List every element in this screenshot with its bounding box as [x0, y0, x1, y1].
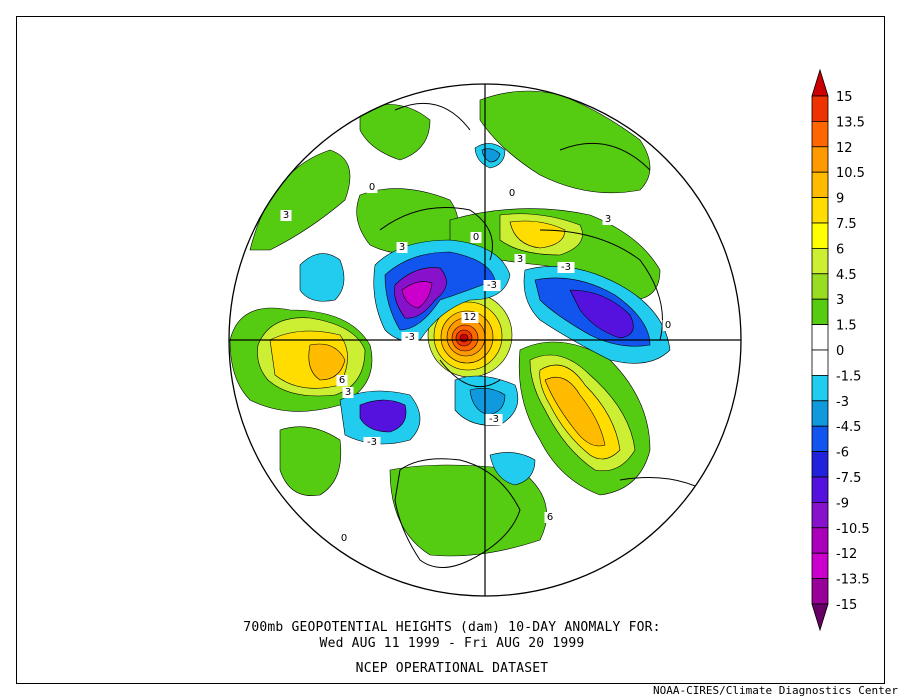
contour-label-bg [470, 232, 482, 243]
colorbar-tick-label: 7.5 [836, 217, 857, 232]
colorbar-swatch [811, 146, 829, 173]
colorbar-tick-label: 12 [836, 141, 853, 156]
contour-label: 0 [665, 320, 671, 331]
contour-label-bg [483, 280, 501, 291]
colorbar-swatch [811, 273, 829, 300]
colorbar-tick-label: 13.5 [836, 115, 865, 130]
colorbar-tick-label: 9 [836, 192, 844, 207]
colorbar-swatch [811, 349, 829, 376]
colorbar-swatch [811, 324, 829, 351]
colorbar-swatch [811, 374, 829, 402]
contour-label-bg [557, 262, 575, 273]
contour-label-bg [506, 188, 518, 199]
colorbar-swatch [811, 222, 829, 249]
colorbar-swatch [811, 552, 829, 580]
colorbar-tick-label: -6 [836, 446, 849, 461]
contour-label: 0 [473, 232, 479, 243]
title-line-3: NCEP OPERATIONAL DATASET [355, 661, 549, 676]
colorbar-swatch [811, 527, 829, 554]
colorbar-tick-label: -15 [836, 598, 857, 613]
colorbar-tick-label: -4.5 [836, 420, 861, 435]
credit-text: NOAA-CIRES/Climate Diagnostics Center [652, 684, 898, 697]
colorbar-swatch [811, 298, 829, 326]
colorbar-tick-label: -13.5 [836, 573, 870, 588]
contour-label: -3 [487, 280, 497, 291]
contour-label-bg [602, 214, 614, 225]
colorbar-tick-label: 4.5 [836, 268, 857, 283]
colorbar-tick-label: 15 [836, 90, 853, 105]
title-line-1: 700mb GEOPOTENTIAL HEIGHTS (dam) 10-DAY … [243, 620, 661, 635]
colorbar-top-arrow [811, 68, 829, 97]
contour-label-bg [544, 512, 556, 523]
polar-projection [229, 84, 741, 596]
contour-label: 0 [369, 182, 375, 193]
colorbar-swatch [811, 121, 829, 148]
colorbar-swatch [811, 247, 829, 275]
contour-label-bg [461, 312, 479, 323]
contour-label: 12 [464, 312, 477, 323]
contour-label: -3 [367, 437, 377, 448]
contour-label: 0 [509, 188, 515, 199]
contour-label-bg [366, 182, 378, 193]
contour-label: -3 [489, 414, 499, 425]
colorbar-swatch [811, 578, 829, 605]
colorbar-bottom-arrow [811, 603, 829, 632]
contour-label: 3 [517, 254, 523, 265]
title-line-2: Wed AUG 11 1999 - Fri AUG 20 1999 [319, 636, 585, 651]
contour-label-bg [662, 320, 674, 331]
colorbar-tick-label: 1.5 [836, 319, 857, 334]
colorbar-tick-label: -12 [836, 547, 857, 562]
contour-label-bg [342, 387, 354, 398]
colorbar-tick-label: -7.5 [836, 471, 861, 486]
colorbar-tick-label: 3 [836, 293, 844, 308]
colorbar-tick-label: 6 [836, 242, 844, 257]
colorbar-tick-label: -1.5 [836, 369, 861, 384]
contour-label-bg [280, 210, 292, 221]
contour-label: 3 [283, 210, 289, 221]
contour-label: 0 [341, 533, 347, 544]
negative-anomaly-regions [299, 143, 671, 486]
moderate-positive-regions [257, 213, 636, 472]
colorbar-tick-label: 0 [836, 344, 844, 359]
colorbar-swatch [811, 451, 829, 478]
colorbar-swatch [811, 171, 829, 198]
contour-label-bg [363, 437, 381, 448]
colorbar-swatch [811, 400, 829, 427]
colorbar-legend: 15 13.5 12 10.5 9 7.5 6 4.5 3 1.5 0 -1.5 -3 -4.5 -6 -7.… [811, 68, 870, 632]
contour-label: 3 [605, 214, 611, 225]
contour-label-bg [514, 254, 526, 265]
contour-label-bg [336, 375, 348, 386]
colorbar-swatch [811, 425, 829, 453]
contour-label-bg [396, 242, 408, 253]
contour-label: 6 [339, 375, 345, 386]
colorbar-swatch [811, 476, 829, 503]
contour-label: 3 [345, 387, 351, 398]
colorbar-swatch [811, 95, 829, 122]
colorbar-swatch [811, 197, 829, 224]
colorbar-tick-label: -9 [836, 496, 849, 511]
contour-label-bg [401, 332, 419, 343]
contour-label-bg [338, 533, 350, 544]
contour-label: 3 [399, 242, 405, 253]
colorbar-swatch [811, 501, 829, 529]
contour-label: -3 [405, 332, 415, 343]
colorbar-tick-label: -3 [836, 395, 849, 410]
contour-label-bg [485, 414, 503, 425]
colorbar-tick-label: 10.5 [836, 166, 865, 181]
contour-label: -3 [561, 262, 571, 273]
colorbar-tick-label: -10.5 [836, 522, 870, 537]
contour-label: 6 [547, 512, 553, 523]
